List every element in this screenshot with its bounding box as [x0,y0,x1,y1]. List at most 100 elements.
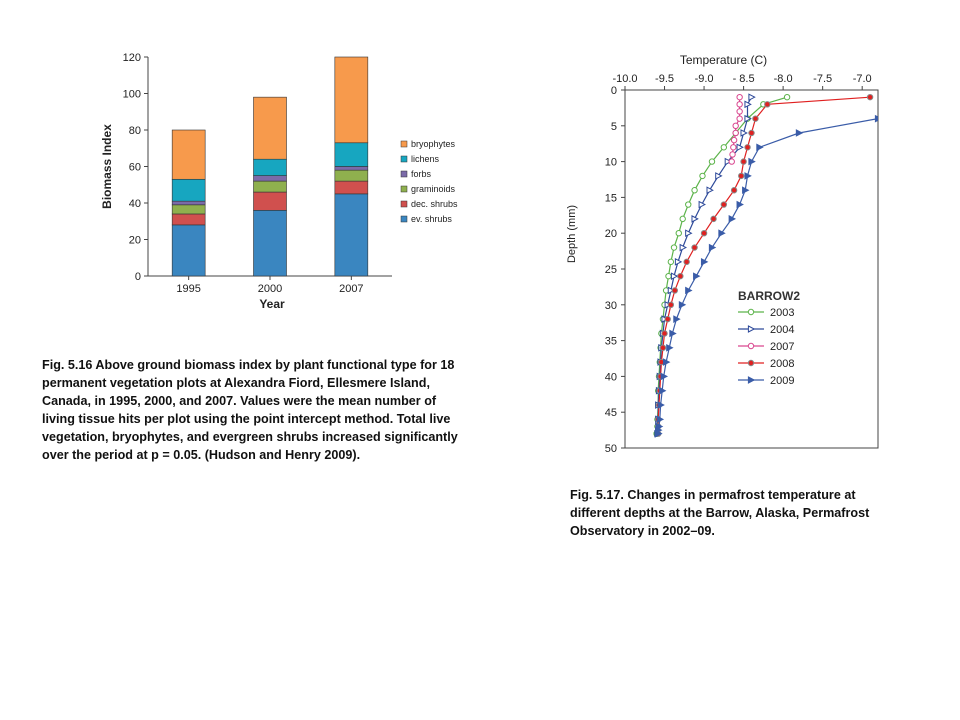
bar-segment [334,193,369,277]
data-point [736,93,743,101]
bar-segment [334,56,369,144]
data-point [664,315,671,323]
data-point [720,201,728,208]
data-point [736,200,744,209]
data-point [748,157,756,166]
x-tick-label: 2007 [339,283,363,295]
bar-segment [171,224,206,277]
legend-swatch [400,155,408,163]
data-point [732,122,739,130]
y-axis-title: Biomass Index [100,124,114,209]
data-point [752,115,759,122]
y-tick-label: 5 [611,121,617,133]
bar-segment [334,166,369,171]
x-tick-label: -7.5 [813,73,832,85]
legend-label: 2007 [770,341,794,353]
series-line [657,96,871,434]
data-point [663,358,671,366]
x-tick-label: -9.0 [695,73,714,85]
data-point [795,129,804,137]
data-point [685,286,693,295]
bar-segment [253,210,287,277]
data-point [747,359,755,367]
data-point [756,143,764,152]
data-point [659,344,667,351]
data-point [729,151,736,158]
data-point [783,93,791,101]
x-tick-label: 1995 [176,283,200,295]
y-tick-label: 15 [605,192,617,204]
plot-area [653,93,878,438]
bar-segment [171,213,206,226]
data-point [748,129,755,137]
y-tick-label: 60 [129,162,141,174]
bar-segment [334,142,369,167]
data-point [747,376,756,384]
data-point [706,186,714,195]
bar-segment [171,129,206,180]
legend-label: forbs [411,169,432,179]
data-point [736,115,743,122]
data-point [660,372,669,381]
data-point [677,272,684,280]
data-point [736,108,743,115]
data-point [685,201,692,208]
data-point [667,258,675,266]
data-point [748,93,756,101]
data-point [699,172,706,180]
data-point [691,187,698,194]
y-tick-label: 35 [605,336,617,348]
y-tick-label: 0 [611,85,617,97]
data-point [715,172,723,180]
data-point [661,330,668,337]
data-point [685,229,693,238]
data-point [730,187,738,194]
data-point [718,229,726,238]
legend-swatch [400,140,408,148]
data-point [736,143,744,152]
data-point [656,415,665,424]
y-tick-label: 45 [605,407,617,419]
y-tick-label: 0 [135,271,141,283]
data-point [747,342,755,350]
data-point [655,429,663,438]
x-tick-label: 2000 [258,283,282,295]
data-point [671,287,679,294]
data-point [730,136,738,144]
data-point [665,272,672,280]
legend-swatch [400,170,408,178]
y-tick-label: 40 [605,371,617,383]
data-point [742,186,750,195]
data-point [700,258,709,266]
data-point [700,230,708,237]
y-tick-label: 80 [129,125,141,137]
y-tick-label: 120 [123,52,141,64]
data-point [670,272,679,280]
x-axis-title: Year [259,297,285,311]
legend-label: 2003 [770,307,794,319]
bar-segment [253,158,287,176]
legend-label: bryophytes [411,139,456,149]
data-point [738,172,745,180]
permafrost-line-chart: -10.0 -9.5 -9.0 - 8.5 -8.0 -7.5 -7.0 Temperatur… [550,50,900,460]
data-point [740,129,748,137]
x-axis-title: Temperature (C) [680,53,767,67]
data-point [744,144,751,151]
data-point [678,300,687,309]
bar-segment [334,180,369,195]
data-point [659,386,667,395]
data-point [710,215,717,223]
data-point [866,93,874,101]
data-point [728,215,737,223]
data-point [669,329,677,338]
data-point [728,158,735,165]
legend-label: ev. shrubs [411,214,452,224]
plot-frame [624,89,879,449]
permafrost-line-svg: -10.0 -9.5 -9.0 - 8.5 -8.0 -7.5 -7.0 Temperatur… [566,53,879,455]
legend-label: lichens [411,154,440,164]
x-tick-label: -9.5 [655,73,674,85]
data-point [674,258,683,266]
biomass-bar-chart: 0 20 40 60 80 100 120 1995 2000 2007 Year Biomass I… [95,45,475,320]
series-line [657,118,878,434]
legend-label: 2004 [770,324,794,336]
